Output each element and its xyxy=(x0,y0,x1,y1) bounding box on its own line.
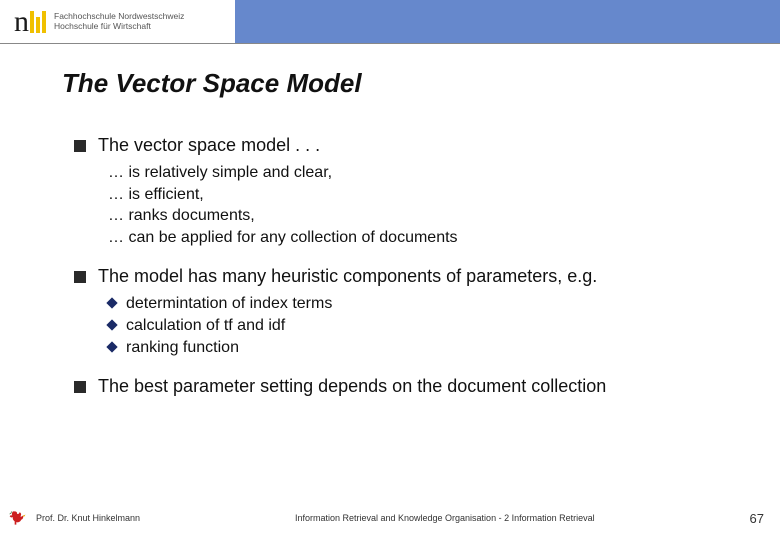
logo-mark: n xyxy=(14,7,46,37)
institution-logo: n Fachhochschule Nordwestschweiz Hochsch… xyxy=(0,0,235,44)
slide-content: The vector space model . . . … is relativ… xyxy=(0,99,780,397)
sub-item: … is relatively simple and clear, xyxy=(108,162,750,184)
bullet-list: The vector space model . . . … is relativ… xyxy=(74,135,750,397)
slide-footer: Prof. Dr. Knut Hinkelmann Information Re… xyxy=(0,504,780,540)
bullet-item: The model has many heuristic components … xyxy=(74,266,750,358)
sub-item: … can be applied for any collection of d… xyxy=(108,227,750,249)
slide-header: n Fachhochschule Nordwestschweiz Hochsch… xyxy=(0,0,780,44)
logo-text: Fachhochschule Nordwestschweiz Hochschul… xyxy=(54,12,184,32)
footer-course: Information Retrieval and Knowledge Orga… xyxy=(140,513,749,523)
footer-page-number: 67 xyxy=(750,511,764,526)
bullet-item: The best parameter setting depends on th… xyxy=(74,376,750,397)
logo-letter: n xyxy=(14,7,29,37)
header-color-bar xyxy=(235,0,780,43)
footer-author: Prof. Dr. Knut Hinkelmann xyxy=(36,513,140,523)
sub-list: determintation of index termscalculation… xyxy=(98,293,750,358)
logo-bars-icon xyxy=(30,9,46,35)
bullet-item: The vector space model . . . … is relativ… xyxy=(74,135,750,248)
logo-line2: Hochschule für Wirtschaft xyxy=(54,22,184,32)
sub-item: ranking function xyxy=(108,337,750,359)
sub-item: calculation of tf and idf xyxy=(108,315,750,337)
sub-item: determintation of index terms xyxy=(108,293,750,315)
sub-item: … is efficient, xyxy=(108,184,750,206)
sub-item: … ranks documents, xyxy=(108,205,750,227)
bullet-text: The model has many heuristic components … xyxy=(98,266,597,286)
rooster-icon xyxy=(8,508,28,528)
sub-list: … is relatively simple and clear,… is ef… xyxy=(98,162,750,248)
slide-title: The Vector Space Model xyxy=(0,44,780,99)
bullet-text: The best parameter setting depends on th… xyxy=(98,376,606,396)
bullet-text: The vector space model . . . xyxy=(98,135,320,155)
